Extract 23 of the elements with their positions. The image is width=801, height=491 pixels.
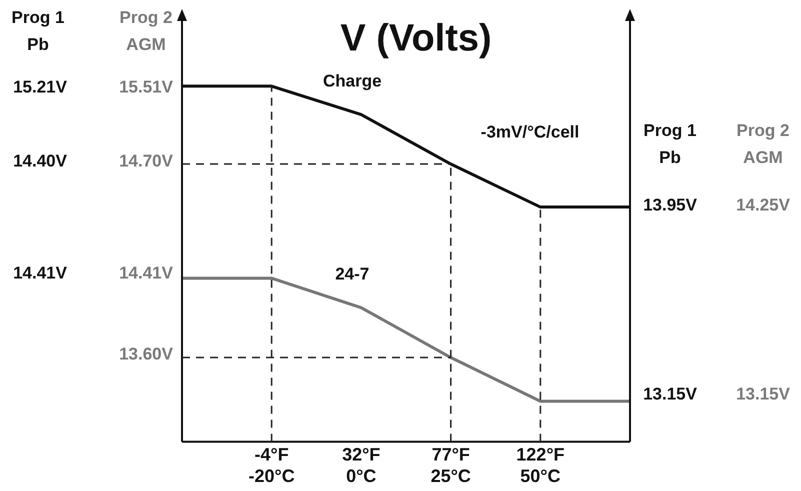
annotation: -3mV/°C/cell (480, 122, 580, 142)
text: 15.21V (13, 78, 68, 97)
chart-title: V (Volts) (340, 17, 492, 60)
text: 14.40V (13, 152, 68, 171)
text: 13.15V (736, 384, 791, 404)
x-tick-label: 122°F 50°C (516, 444, 565, 486)
text: Prog 2 AGM (736, 121, 790, 168)
text: 13.15V (643, 384, 698, 404)
series-label: Charge (322, 71, 382, 90)
text: 15.51V (119, 78, 174, 97)
text: 13.95V (643, 196, 698, 215)
text: 14.25V (736, 196, 791, 215)
series-label: 24-7 (335, 264, 370, 284)
text: Prog 1 Pb (644, 121, 696, 168)
text: 13.60V (119, 344, 174, 364)
x-tick-label: 77°F 25°C (430, 444, 471, 486)
x-tick-label: 32°F 0°C (342, 444, 380, 486)
text: 14.41V (13, 264, 68, 283)
text: 14.70V (119, 152, 174, 171)
text: Prog 2 AGM (120, 8, 172, 54)
x-tick-label: -4°F -20°C (248, 444, 295, 486)
text: 14.41V (119, 264, 174, 283)
text: Prog 1 Pb (12, 8, 64, 54)
